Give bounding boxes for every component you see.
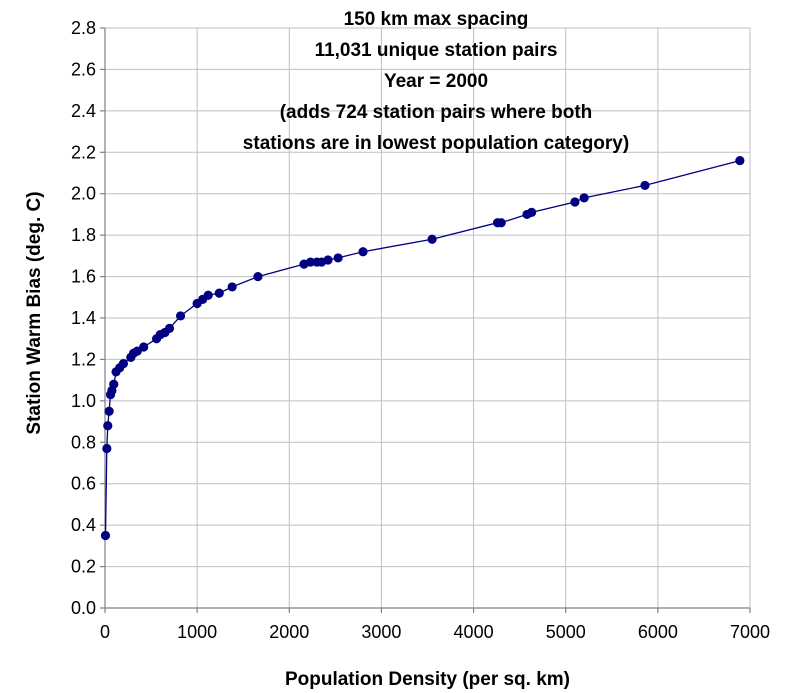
annotation-line: Year = 2000 bbox=[384, 71, 488, 92]
data-point bbox=[203, 290, 213, 300]
annotation-line: 11,031 unique station pairs bbox=[315, 40, 558, 61]
axes bbox=[100, 27, 751, 613]
y-tick-label: 1.0 bbox=[71, 391, 96, 411]
x-tick-label: 1000 bbox=[177, 622, 217, 642]
series-line bbox=[104, 159, 741, 536]
y-tick-label: 2.4 bbox=[71, 101, 96, 121]
data-point bbox=[118, 358, 129, 369]
data-point bbox=[104, 406, 114, 416]
x-tick-label: 3000 bbox=[361, 622, 401, 642]
data-point bbox=[214, 288, 224, 298]
y-tick-label: 1.4 bbox=[71, 308, 96, 328]
y-tick-label: 2.6 bbox=[71, 59, 96, 79]
data-point bbox=[103, 421, 113, 431]
data-point bbox=[323, 255, 333, 265]
grid bbox=[104, 27, 751, 609]
data-point bbox=[164, 323, 175, 333]
data-point bbox=[427, 234, 437, 244]
x-tick-label: 6000 bbox=[638, 622, 678, 642]
data-point bbox=[735, 155, 745, 166]
y-tick-label: 0.4 bbox=[71, 515, 96, 535]
chart-annotation: 150 km max spacing 11,031 unique station … bbox=[243, 9, 629, 154]
data-point bbox=[496, 218, 506, 228]
y-tick-label: 2.2 bbox=[71, 142, 96, 162]
y-axis-title: Station Warm Bias (deg. C) bbox=[24, 191, 45, 434]
y-tick-label: 0.8 bbox=[71, 432, 96, 452]
y-tick-label: 0.6 bbox=[71, 474, 96, 494]
y-tick-label: 1.6 bbox=[71, 267, 96, 287]
x-tick-label: 4000 bbox=[454, 622, 494, 642]
data-point bbox=[527, 207, 537, 217]
x-tick-label: 5000 bbox=[546, 622, 586, 642]
data-point bbox=[109, 379, 119, 389]
data-point bbox=[102, 443, 112, 454]
data-point bbox=[579, 193, 589, 203]
y-tick-label: 1.2 bbox=[71, 349, 96, 369]
data-point bbox=[333, 253, 343, 263]
x-tick-label: 0 bbox=[100, 622, 110, 642]
data-point bbox=[358, 247, 368, 257]
annotation-line: stations are in lowest population catego… bbox=[243, 133, 629, 154]
y-tick-label: 1.8 bbox=[71, 225, 96, 245]
y-tick-label: 0.2 bbox=[71, 557, 96, 577]
data-point bbox=[175, 311, 186, 321]
data-point bbox=[570, 197, 580, 207]
data-point bbox=[305, 257, 316, 267]
data-point bbox=[100, 530, 111, 541]
data-point bbox=[640, 180, 650, 191]
annotation-line: (adds 724 station pairs where both bbox=[280, 102, 593, 123]
data-point bbox=[139, 342, 149, 352]
data-point bbox=[253, 271, 263, 282]
y-tick-label: 2.8 bbox=[71, 18, 96, 38]
y-tick-label: 2.0 bbox=[71, 184, 96, 204]
x-tick-label: 2000 bbox=[269, 622, 309, 642]
x-tick-label: 7000 bbox=[730, 622, 770, 642]
x-axis-title: Population Density (per sq. km) bbox=[285, 669, 570, 690]
x-tick-labels: 0 1000 2000 3000 4000 5000 6000 7000 bbox=[100, 622, 770, 642]
y-tick-label: 0.0 bbox=[71, 598, 96, 618]
data-point bbox=[227, 282, 237, 292]
data-series bbox=[100, 155, 745, 541]
annotation-line: 150 km max spacing bbox=[344, 9, 529, 30]
y-tick-labels: 0.0 0.2 0.4 0.6 0.8 1.0 1.2 1.4 1.6 1.8 2.0 2.2 2.4 2… bbox=[71, 18, 96, 618]
